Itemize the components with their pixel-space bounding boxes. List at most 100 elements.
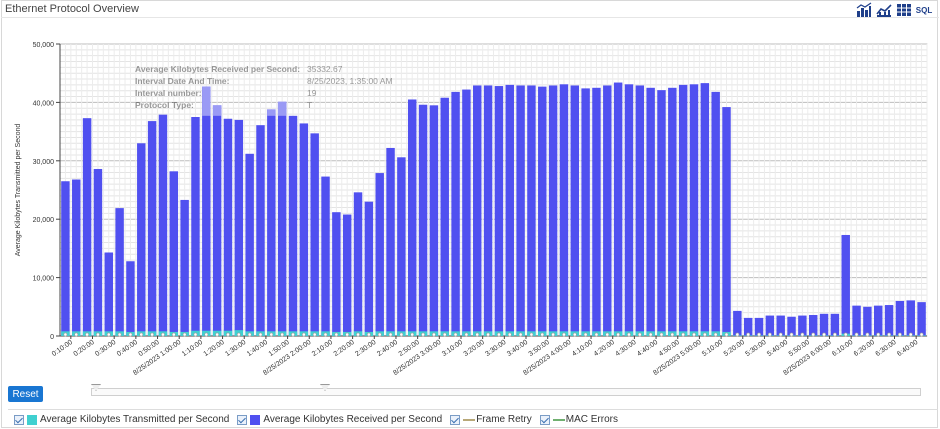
bar-received xyxy=(852,305,861,336)
frame-retry-point xyxy=(540,332,545,337)
y-tick-label: 30,000 xyxy=(33,159,55,166)
frame-retry-point xyxy=(865,332,870,337)
y-tick-label: 10,000 xyxy=(33,276,55,283)
tooltip-label: Average Kilobytes Received per Second: xyxy=(135,64,300,74)
legend-checkbox[interactable] xyxy=(450,414,461,425)
frame-retry-point xyxy=(518,332,523,337)
tooltip-label: Interval Date And Time: xyxy=(135,76,230,86)
tooltip-value: 35332.67 xyxy=(307,64,343,74)
frame-retry-point xyxy=(63,332,68,337)
bar-received xyxy=(212,105,222,336)
bar-received xyxy=(462,89,471,336)
legend-swatch xyxy=(552,418,565,421)
frame-retry-point xyxy=(800,332,805,337)
bar-received xyxy=(841,234,850,336)
frame-retry-point xyxy=(616,332,621,337)
bar-received xyxy=(570,85,580,336)
x-tick-label: 4:40:00 xyxy=(636,339,659,358)
legend-swatch xyxy=(27,414,37,425)
bar-received xyxy=(917,302,926,336)
frame-retry-point xyxy=(291,332,295,337)
x-tick-label: 5:40:00 xyxy=(766,339,789,358)
frame-retry-point xyxy=(182,332,187,337)
bar-received xyxy=(722,107,731,337)
frame-retry-point xyxy=(399,332,404,337)
bar-received xyxy=(668,87,677,336)
bar-received xyxy=(874,305,883,336)
legend-label: Average Kilobytes Transmitted per Second xyxy=(40,414,230,425)
legend-swatch xyxy=(463,418,476,421)
frame-retry-point xyxy=(85,332,89,337)
bar-received xyxy=(256,125,265,337)
bar-received xyxy=(267,109,276,337)
chart-toolbar: SQL xyxy=(856,2,932,18)
bar-received xyxy=(299,123,309,336)
legend-item[interactable]: Average Kilobytes Transmitted per Second xyxy=(14,414,229,425)
frame-retry-point xyxy=(562,332,566,337)
bar-chart: 0 10,000 20,000 30,000 40,000 50,000 Average K… xyxy=(15,42,928,377)
frame-retry-point xyxy=(377,332,382,337)
frame-retry-point xyxy=(919,332,924,337)
x-tick-label: 2:40:00 xyxy=(376,339,399,358)
bar-received-highlight xyxy=(212,105,222,116)
bar-received xyxy=(61,181,70,336)
legend-checkbox[interactable] xyxy=(237,414,248,425)
legend-label: Frame Retry xyxy=(476,414,532,425)
frame-retry-point xyxy=(345,332,350,337)
frame-retry-point xyxy=(746,332,751,337)
reset-button[interactable]: Reset xyxy=(8,386,43,402)
legend-item[interactable]: Frame Retry xyxy=(450,414,532,425)
frame-retry-point xyxy=(269,332,274,337)
legend-checkbox[interactable] xyxy=(14,414,24,425)
bar-received xyxy=(819,313,829,336)
x-tick-label: 0:20:00 xyxy=(73,339,96,358)
bar-received xyxy=(700,83,710,337)
bar-received xyxy=(234,119,244,336)
frame-retry-point xyxy=(96,332,100,337)
bar-chart-icon[interactable] xyxy=(856,2,872,18)
bar-received xyxy=(418,104,428,337)
bar-received xyxy=(895,300,905,336)
x-tick-label: 3:40:00 xyxy=(506,339,529,358)
sql-icon[interactable]: SQL xyxy=(916,2,932,18)
range-slider-track[interactable] xyxy=(91,388,921,396)
x-tick-label: 0:30:00 xyxy=(94,339,117,358)
legend-checkbox[interactable] xyxy=(539,414,550,425)
frame-retry-point xyxy=(908,332,913,337)
x-tick-label: 2:30:00 xyxy=(354,339,377,358)
legend-item[interactable]: MAC Errors xyxy=(539,414,618,425)
bar-received xyxy=(72,179,81,336)
hover-tooltip: Average Kilobytes Received per Second: 35… xyxy=(135,64,393,110)
frame-retry-point xyxy=(702,332,707,337)
bar-received xyxy=(483,85,493,336)
bar-received xyxy=(906,300,915,336)
bar-received xyxy=(798,315,807,336)
frame-retry-point xyxy=(410,332,415,337)
bar-received xyxy=(104,252,113,336)
panel-title: Ethernet Protocol Overview xyxy=(5,3,139,15)
frame-retry-point xyxy=(204,332,209,337)
tooltip-value: 8/25/2023, 1:35:00 AM xyxy=(307,76,393,86)
line-chart-icon[interactable] xyxy=(876,2,892,18)
legend-swatch xyxy=(250,414,261,425)
bar-received xyxy=(332,212,341,336)
bar-received xyxy=(93,168,103,336)
y-tick-label: 20,000 xyxy=(33,217,55,224)
frame-retry-point xyxy=(193,332,198,337)
frame-retry-point xyxy=(887,332,891,337)
frame-retry-point xyxy=(128,332,133,337)
bar-received xyxy=(505,84,514,336)
bar-received xyxy=(516,85,525,336)
legend: Average Kilobytes Transmitted per Second… xyxy=(14,414,626,425)
bar-received xyxy=(613,82,623,336)
frame-retry-point xyxy=(670,332,675,337)
legend-item[interactable]: Average Kilobytes Received per Second xyxy=(237,414,442,425)
table-grid-icon[interactable] xyxy=(896,2,912,18)
frame-retry-point xyxy=(431,332,436,337)
bar-received xyxy=(548,85,558,336)
bar-received xyxy=(657,90,666,336)
bar-received xyxy=(375,173,384,336)
bar-received xyxy=(191,117,200,336)
bar-received-highlight xyxy=(202,86,211,116)
frame-retry-point xyxy=(247,332,252,337)
